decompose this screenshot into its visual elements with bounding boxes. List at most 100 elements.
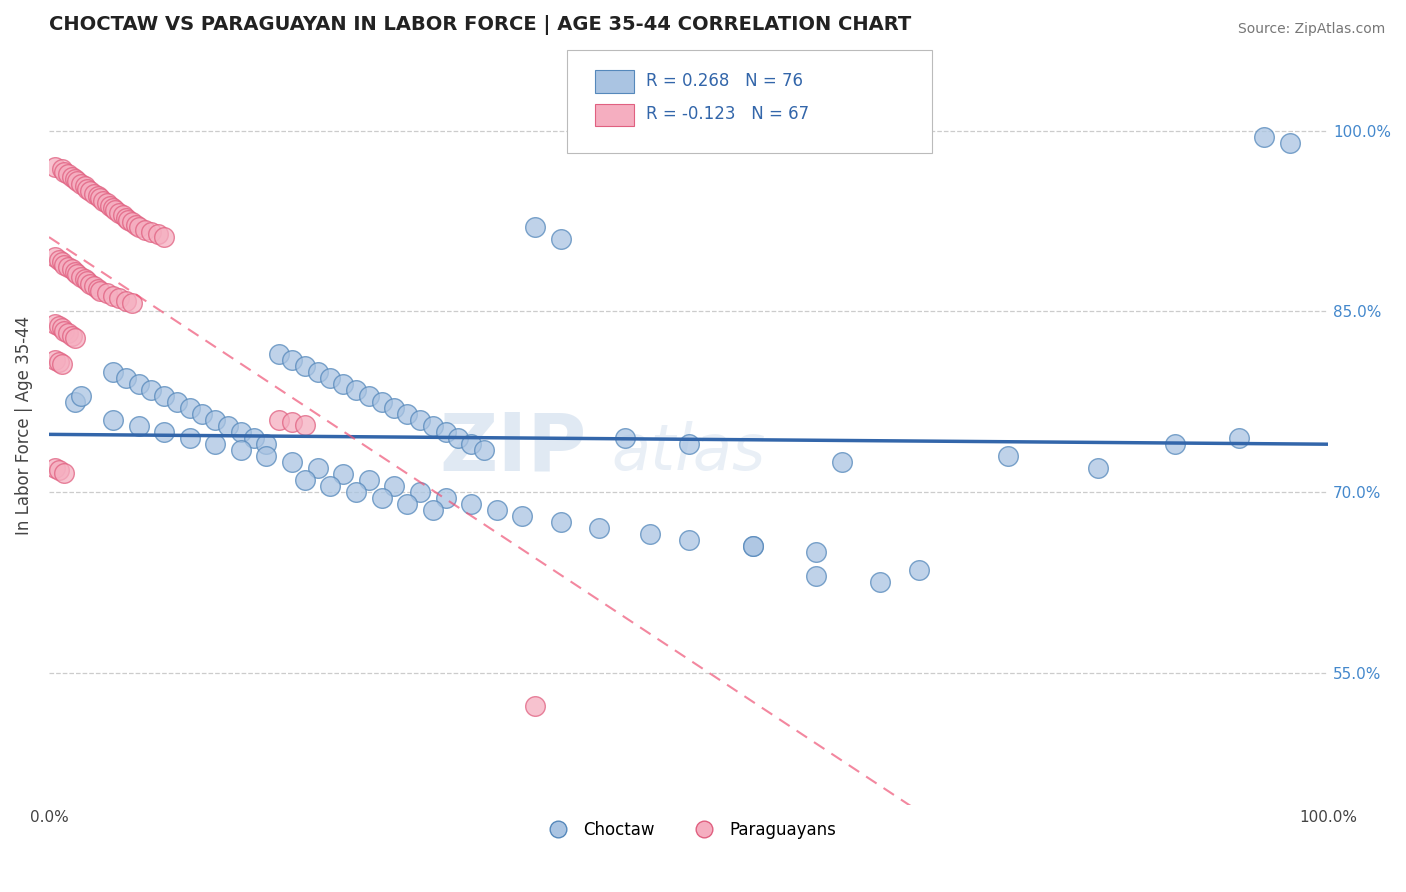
Point	[319, 370, 342, 384]
Point	[114, 370, 136, 384]
Point	[117, 213, 139, 227]
Point	[48, 318, 70, 333]
Point	[678, 437, 700, 451]
Y-axis label: In Labor Force | Age 35-44: In Labor Force | Age 35-44	[15, 317, 32, 535]
Point	[382, 401, 405, 415]
Point	[56, 260, 79, 274]
Point	[269, 346, 291, 360]
Point	[125, 218, 148, 232]
Point	[83, 279, 105, 293]
Point	[332, 467, 354, 481]
Text: R = 0.268   N = 76: R = 0.268 N = 76	[647, 71, 803, 90]
Point	[79, 184, 101, 198]
Point	[524, 699, 547, 714]
Point	[382, 479, 405, 493]
Text: ZIP: ZIP	[439, 409, 586, 488]
Point	[44, 160, 66, 174]
Point	[357, 389, 380, 403]
Point	[396, 497, 419, 511]
Point	[70, 269, 93, 284]
Point	[153, 425, 176, 439]
Point	[86, 282, 108, 296]
Point	[83, 186, 105, 201]
Point	[73, 272, 96, 286]
Point	[66, 174, 89, 188]
Point	[422, 503, 444, 517]
Point	[63, 265, 86, 279]
Point	[307, 365, 329, 379]
Point	[134, 222, 156, 236]
FancyBboxPatch shape	[567, 51, 932, 153]
Point	[1278, 136, 1301, 150]
Point	[831, 455, 853, 469]
Point	[242, 431, 264, 445]
Point	[678, 533, 700, 548]
Point	[101, 289, 124, 303]
FancyBboxPatch shape	[595, 103, 634, 127]
Point	[101, 201, 124, 215]
Point	[53, 258, 76, 272]
Legend: Choctaw, Paraguayans: Choctaw, Paraguayans	[534, 814, 842, 846]
Point	[60, 262, 83, 277]
Point	[70, 389, 93, 403]
Point	[73, 179, 96, 194]
Point	[44, 461, 66, 475]
Point	[741, 539, 763, 553]
Point	[254, 449, 277, 463]
Point	[179, 431, 201, 445]
Point	[191, 407, 214, 421]
Point	[121, 296, 143, 310]
Point	[332, 376, 354, 391]
Point	[56, 326, 79, 340]
Text: R = -0.123   N = 67: R = -0.123 N = 67	[647, 105, 810, 123]
Point	[460, 497, 482, 511]
Point	[1163, 437, 1185, 451]
Point	[96, 196, 118, 211]
Point	[128, 418, 150, 433]
Point	[146, 227, 169, 242]
Point	[44, 250, 66, 264]
Point	[86, 189, 108, 203]
Point	[396, 407, 419, 421]
Point	[44, 317, 66, 331]
Point	[63, 331, 86, 345]
Point	[294, 417, 316, 432]
Point	[1087, 461, 1109, 475]
Point	[422, 418, 444, 433]
Point	[44, 352, 66, 367]
Point	[114, 211, 136, 225]
Point	[472, 442, 495, 457]
Point	[281, 415, 304, 429]
Point	[51, 321, 73, 335]
Point	[281, 352, 304, 367]
Point	[997, 449, 1019, 463]
Point	[510, 509, 533, 524]
Point	[53, 165, 76, 179]
Point	[524, 220, 547, 235]
FancyBboxPatch shape	[595, 70, 634, 93]
Point	[588, 521, 610, 535]
Point	[48, 463, 70, 477]
Point	[153, 389, 176, 403]
Point	[460, 437, 482, 451]
Point	[53, 324, 76, 338]
Point	[229, 442, 252, 457]
Point	[108, 291, 131, 305]
Point	[89, 191, 111, 205]
Point	[907, 563, 929, 577]
Point	[550, 232, 572, 246]
Point	[447, 431, 470, 445]
Point	[101, 365, 124, 379]
Point	[63, 172, 86, 186]
Point	[179, 401, 201, 415]
Point	[66, 267, 89, 281]
Point	[70, 177, 93, 191]
Point	[153, 230, 176, 244]
Point	[96, 286, 118, 301]
Point	[217, 418, 239, 433]
Point	[307, 461, 329, 475]
Point	[294, 359, 316, 373]
Point	[1227, 431, 1250, 445]
Point	[344, 383, 367, 397]
Point	[100, 198, 122, 212]
